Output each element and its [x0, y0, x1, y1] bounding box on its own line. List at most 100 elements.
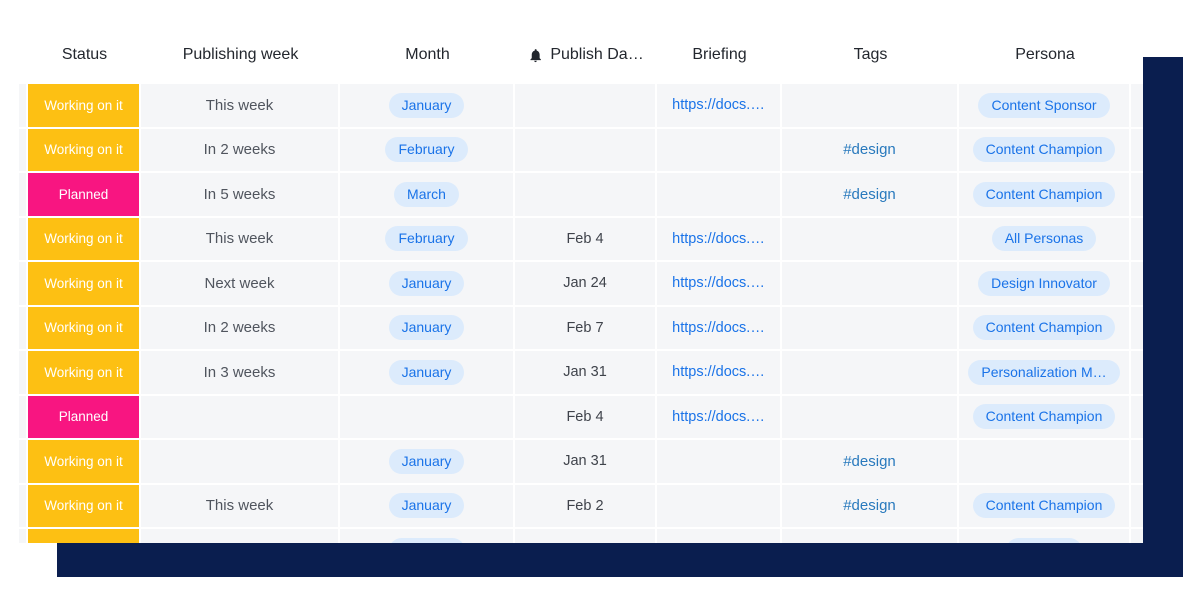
tags-cell[interactable]: #design: [782, 484, 959, 529]
month-cell[interactable]: March: [340, 173, 515, 218]
persona-cell[interactable]: Content Champion: [959, 306, 1131, 351]
status-cell[interactable]: Working on it: [28, 128, 141, 173]
column-header-briefing[interactable]: Briefing: [657, 46, 782, 64]
briefing-link[interactable]: https://docs.…: [672, 364, 765, 381]
briefing-link[interactable]: https://docs.…: [672, 275, 765, 292]
column-header-month[interactable]: Month: [340, 46, 515, 64]
month-cell[interactable]: January: [340, 440, 515, 485]
month-pill[interactable]: January: [388, 359, 465, 385]
publishing-week-cell[interactable]: In 2 weeks: [141, 306, 340, 351]
briefing-link[interactable]: https://docs.…: [672, 230, 765, 247]
tags-cell[interactable]: [782, 217, 959, 262]
persona-cell[interactable]: All Personas: [959, 217, 1131, 262]
column-header-persona[interactable]: Persona: [959, 46, 1131, 64]
briefing-cell[interactable]: https://docs.…: [657, 351, 782, 396]
persona-pill[interactable]: All Personas: [991, 226, 1097, 252]
persona-cell[interactable]: Content Champion: [959, 173, 1131, 218]
persona-cell[interactable]: Personalization M…: [959, 351, 1131, 396]
briefing-cell[interactable]: https://docs.…: [657, 306, 782, 351]
briefing-link[interactable]: https://docs.…: [672, 97, 765, 114]
status-cell[interactable]: Working on it: [28, 217, 141, 262]
tag-label[interactable]: #design: [843, 141, 896, 159]
tags-cell[interactable]: [782, 529, 959, 543]
status-cell[interactable]: Working on it: [28, 440, 141, 485]
publishing-week-cell[interactable]: This week: [141, 217, 340, 262]
tag-label[interactable]: #design: [843, 452, 896, 470]
publishing-week-cell[interactable]: [141, 440, 340, 485]
tag-label[interactable]: #design: [843, 497, 896, 515]
persona-cell[interactable]: Content Sponsor: [959, 84, 1131, 129]
persona-pill[interactable]: [1006, 537, 1082, 543]
column-header-publishing-week[interactable]: Publishing week: [141, 46, 340, 64]
persona-cell[interactable]: Content Champion: [959, 395, 1131, 440]
publish-date-cell[interactable]: Feb 4: [515, 217, 657, 262]
month-pill[interactable]: January: [388, 448, 465, 474]
briefing-cell[interactable]: https://docs.…: [657, 395, 782, 440]
status-cell[interactable]: Working on it: [28, 84, 141, 129]
tags-cell[interactable]: [782, 351, 959, 396]
briefing-cell[interactable]: https://docs.…: [657, 217, 782, 262]
publishing-week-cell[interactable]: In 5 weeks: [141, 173, 340, 218]
month-cell[interactable]: January: [340, 84, 515, 129]
status-cell[interactable]: Working on it: [28, 262, 141, 307]
publishing-week-cell[interactable]: This week: [141, 84, 340, 129]
month-cell[interactable]: January: [340, 262, 515, 307]
briefing-cell[interactable]: https://docs.…: [657, 262, 782, 307]
publishing-week-cell[interactable]: In 2 weeks: [141, 128, 340, 173]
publish-date-cell[interactable]: [515, 84, 657, 129]
persona-cell[interactable]: Design Innovator: [959, 262, 1131, 307]
publishing-week-cell[interactable]: In 3 weeks: [141, 351, 340, 396]
persona-cell[interactable]: [959, 440, 1131, 485]
persona-pill[interactable]: Content Champion: [972, 315, 1116, 341]
month-cell[interactable]: February: [340, 128, 515, 173]
tags-cell[interactable]: #design: [782, 440, 959, 485]
tags-cell[interactable]: #design: [782, 173, 959, 218]
month-pill[interactable]: [388, 537, 465, 543]
persona-cell[interactable]: Content Champion: [959, 128, 1131, 173]
briefing-link[interactable]: https://docs.…: [672, 319, 765, 336]
publish-date-cell[interactable]: Jan 31: [515, 440, 657, 485]
status-cell[interactable]: Planned: [28, 173, 141, 218]
publish-date-cell[interactable]: Feb 2: [515, 484, 657, 529]
month-cell[interactable]: [340, 529, 515, 543]
publishing-week-cell[interactable]: [141, 529, 340, 543]
month-pill[interactable]: March: [394, 181, 459, 207]
briefing-cell[interactable]: [657, 440, 782, 485]
briefing-cell[interactable]: https://docs.…: [657, 84, 782, 129]
column-header-tags[interactable]: Tags: [782, 46, 959, 64]
publish-date-cell[interactable]: Feb 4: [515, 395, 657, 440]
publish-date-cell[interactable]: [515, 173, 657, 218]
tags-cell[interactable]: [782, 306, 959, 351]
month-cell[interactable]: January: [340, 484, 515, 529]
briefing-cell[interactable]: [657, 484, 782, 529]
status-cell[interactable]: Working on it: [28, 484, 141, 529]
publish-date-cell[interactable]: [515, 529, 657, 543]
briefing-link[interactable]: https://docs.…: [672, 408, 765, 425]
month-cell[interactable]: [340, 395, 515, 440]
month-pill[interactable]: January: [388, 315, 465, 341]
status-cell[interactable]: Planned: [28, 395, 141, 440]
publishing-week-cell[interactable]: This week: [141, 484, 340, 529]
persona-pill[interactable]: Content Champion: [972, 137, 1116, 163]
persona-cell[interactable]: [959, 529, 1131, 543]
status-cell[interactable]: Working on it: [28, 351, 141, 396]
month-pill[interactable]: February: [385, 226, 468, 252]
publish-date-cell[interactable]: Jan 24: [515, 262, 657, 307]
tags-cell[interactable]: [782, 395, 959, 440]
briefing-cell[interactable]: [657, 173, 782, 218]
publishing-week-cell[interactable]: Next week: [141, 262, 340, 307]
column-header-status[interactable]: Status: [28, 46, 141, 64]
persona-pill[interactable]: Content Champion: [972, 404, 1116, 430]
status-cell[interactable]: [28, 529, 141, 543]
persona-pill[interactable]: Content Champion: [972, 181, 1116, 207]
month-cell[interactable]: January: [340, 306, 515, 351]
persona-pill[interactable]: Personalization M…: [968, 359, 1120, 385]
briefing-cell[interactable]: [657, 529, 782, 543]
publish-date-cell[interactable]: Feb 7: [515, 306, 657, 351]
persona-pill[interactable]: Content Champion: [972, 493, 1116, 519]
month-cell[interactable]: February: [340, 217, 515, 262]
month-pill[interactable]: January: [388, 493, 465, 519]
column-header-publish-date[interactable]: Publish Da…: [515, 46, 657, 64]
persona-cell[interactable]: Content Champion: [959, 484, 1131, 529]
month-pill[interactable]: February: [385, 137, 468, 163]
